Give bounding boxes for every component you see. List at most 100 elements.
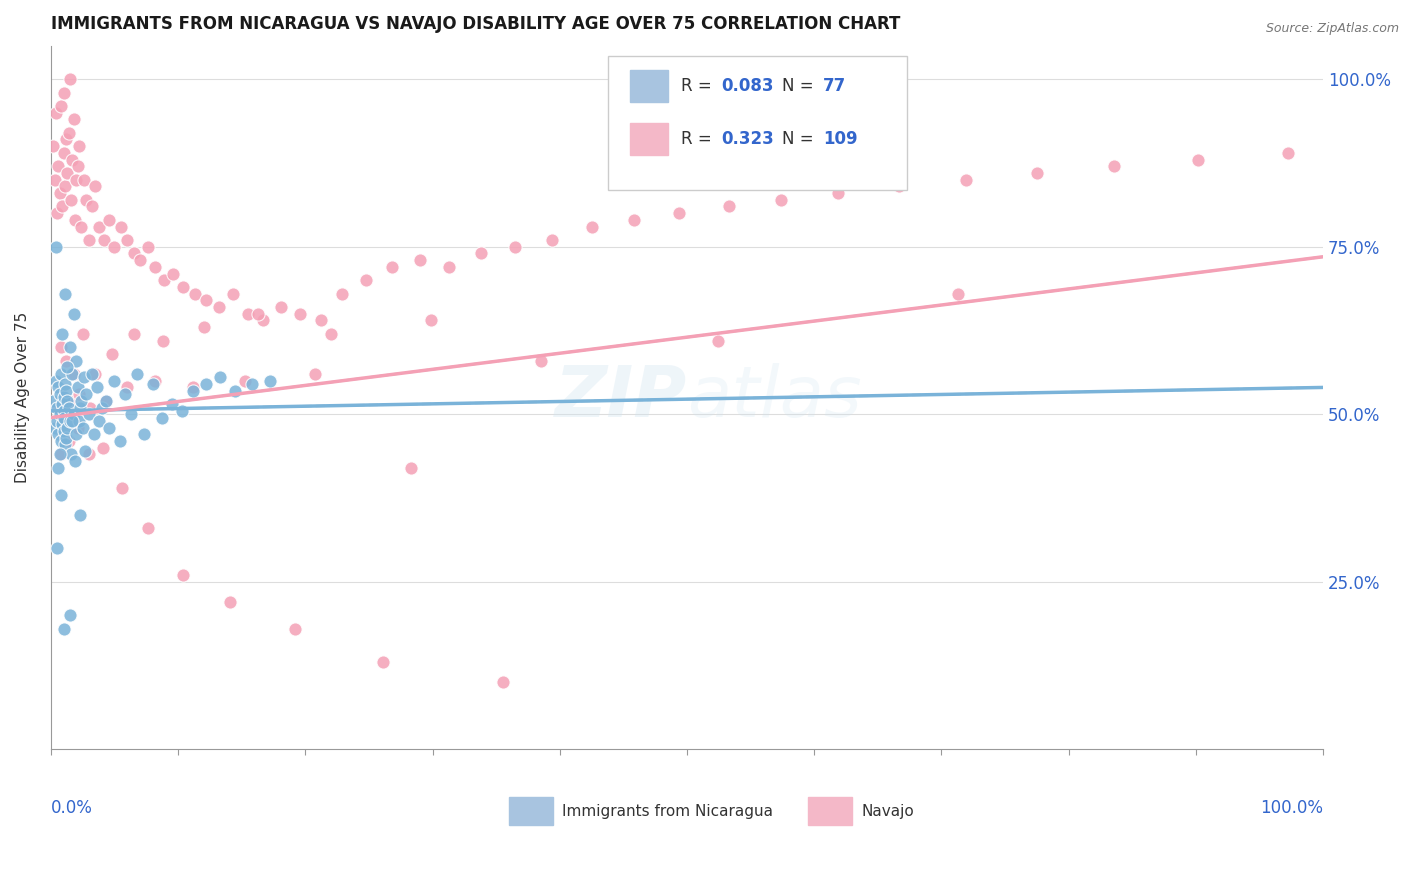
Point bbox=[52, 391, 75, 405]
Point bbox=[89, 219, 111, 234]
Point bbox=[59, 72, 82, 87]
Point bbox=[172, 280, 194, 294]
Point bbox=[195, 293, 218, 308]
Text: N =: N = bbox=[782, 77, 820, 95]
Point bbox=[49, 447, 72, 461]
Text: 109: 109 bbox=[823, 129, 858, 147]
Point bbox=[160, 397, 183, 411]
Point bbox=[75, 444, 97, 458]
Point bbox=[86, 380, 108, 394]
Text: R =: R = bbox=[681, 129, 717, 147]
Point bbox=[183, 384, 205, 398]
Point bbox=[115, 380, 138, 394]
Point bbox=[72, 326, 94, 341]
FancyBboxPatch shape bbox=[630, 70, 668, 102]
Point bbox=[72, 420, 94, 434]
Point bbox=[67, 139, 90, 153]
Point bbox=[77, 407, 100, 421]
Point bbox=[52, 404, 75, 418]
Point bbox=[62, 112, 84, 127]
Point bbox=[270, 300, 292, 314]
Text: Source: ZipAtlas.com: Source: ZipAtlas.com bbox=[1265, 22, 1399, 36]
Point bbox=[55, 132, 77, 146]
Point bbox=[470, 246, 492, 260]
Point bbox=[1104, 159, 1126, 173]
Point bbox=[208, 300, 231, 314]
Point bbox=[63, 454, 86, 468]
Point bbox=[706, 334, 728, 348]
Point bbox=[1187, 153, 1209, 167]
Point bbox=[195, 377, 218, 392]
Point bbox=[142, 377, 165, 392]
Point bbox=[77, 233, 100, 247]
Point bbox=[60, 447, 83, 461]
Point bbox=[122, 246, 145, 260]
Point bbox=[111, 481, 134, 495]
Point bbox=[98, 420, 121, 434]
Point bbox=[120, 407, 142, 421]
Point bbox=[52, 424, 75, 438]
Text: atlas: atlas bbox=[688, 363, 862, 432]
Point bbox=[98, 213, 121, 227]
Point bbox=[409, 253, 432, 268]
Point bbox=[136, 240, 159, 254]
Point bbox=[93, 233, 115, 247]
Point bbox=[49, 367, 72, 381]
Point bbox=[77, 447, 100, 461]
Point bbox=[42, 393, 65, 408]
Point bbox=[94, 393, 117, 408]
Point bbox=[59, 340, 82, 354]
Point bbox=[94, 393, 117, 408]
Point bbox=[48, 159, 70, 173]
Point bbox=[143, 374, 166, 388]
Point bbox=[73, 370, 96, 384]
Point bbox=[46, 414, 69, 428]
Point bbox=[55, 384, 77, 398]
Point bbox=[42, 139, 65, 153]
Point bbox=[127, 367, 149, 381]
Text: Navajo: Navajo bbox=[862, 804, 914, 819]
Point bbox=[183, 380, 205, 394]
Point bbox=[420, 313, 443, 327]
Text: 0.0%: 0.0% bbox=[51, 798, 93, 816]
Point bbox=[503, 240, 526, 254]
Point bbox=[143, 260, 166, 274]
Point bbox=[48, 380, 70, 394]
Point bbox=[89, 414, 111, 428]
Point bbox=[183, 286, 205, 301]
Point bbox=[356, 273, 378, 287]
Point bbox=[48, 387, 70, 401]
Point bbox=[235, 374, 257, 388]
Point bbox=[49, 340, 72, 354]
Point bbox=[399, 460, 422, 475]
Point bbox=[770, 193, 793, 207]
Point bbox=[75, 193, 97, 207]
Point bbox=[62, 367, 84, 381]
Point bbox=[162, 267, 184, 281]
Y-axis label: Disability Age Over 75: Disability Age Over 75 bbox=[15, 312, 30, 483]
Text: 100.0%: 100.0% bbox=[1260, 798, 1323, 816]
Point bbox=[259, 374, 281, 388]
Point bbox=[84, 179, 107, 194]
Point bbox=[62, 307, 84, 321]
Point bbox=[45, 105, 67, 120]
Point bbox=[46, 401, 69, 415]
Point bbox=[1277, 145, 1299, 160]
Point bbox=[65, 172, 87, 186]
Point bbox=[49, 99, 72, 113]
Point bbox=[541, 233, 564, 247]
Text: 0.323: 0.323 bbox=[721, 129, 775, 147]
Point bbox=[108, 434, 131, 448]
Point bbox=[80, 199, 103, 213]
FancyBboxPatch shape bbox=[609, 56, 907, 190]
Point bbox=[290, 307, 312, 321]
Point bbox=[59, 393, 82, 408]
Point bbox=[45, 240, 67, 254]
Text: 77: 77 bbox=[823, 77, 846, 95]
Point bbox=[58, 126, 80, 140]
Point bbox=[946, 286, 969, 301]
Point bbox=[132, 427, 155, 442]
Point bbox=[52, 622, 75, 636]
Point bbox=[581, 219, 603, 234]
Point bbox=[56, 166, 79, 180]
